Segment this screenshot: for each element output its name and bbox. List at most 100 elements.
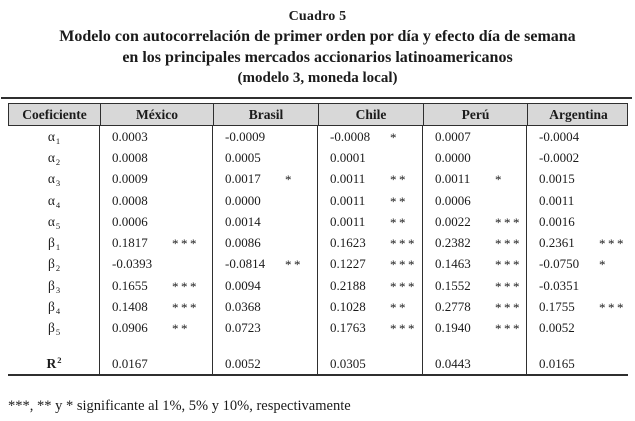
coefficient-value: -0.0008 — [330, 128, 371, 144]
table-row: β 3 0.1655 *** 0.0094 0.2188 *** 0.1552 *** -0.03… — [8, 275, 628, 297]
coefficient-value: 0.0443 — [435, 355, 471, 371]
coefficient-value: 0.0052 — [225, 355, 261, 371]
significance-stars: *** — [172, 236, 199, 252]
table-title-block: Cuadro 5 Modelo con autocorrelación de p… — [0, 7, 635, 89]
value-cell: -0.0002 — [527, 147, 628, 168]
coefficient-value: 0.0011 — [435, 171, 471, 187]
coefficient-value: 0.0022 — [435, 213, 471, 229]
value-cell: 0.0011 * — [423, 168, 527, 190]
coefficient-value: 0.1552 — [435, 277, 471, 293]
value-cell: 0.0006 — [100, 211, 213, 233]
greek-symbol: α — [47, 149, 55, 165]
r-squared-row: R 2 0.0167 0.0052 0.0305 0.0443 0.0165 — [8, 353, 628, 374]
value-cell: 0.1817 *** — [100, 232, 213, 254]
coefficient-value: -0.0750 — [539, 256, 580, 272]
value-cell: 0.1552 *** — [423, 275, 527, 297]
spacer-cell — [100, 338, 213, 354]
title-line-3: (modelo 3, moneda local) — [237, 70, 398, 86]
significance-stars: *** — [599, 236, 626, 252]
coefficient-value: 0.1623 — [330, 235, 366, 251]
value-cell: 0.0086 — [213, 232, 318, 254]
value-cell: 0.0011 — [527, 190, 628, 211]
value-cell: 0.0723 — [213, 317, 318, 339]
coefficient-value: 0.1408 — [112, 299, 148, 315]
value-cell: 0.2188 *** — [318, 275, 423, 297]
value-cell: 0.0443 — [423, 353, 527, 374]
value-cell: 0.1028 ** — [318, 296, 423, 318]
coefficient-subscript: 2 — [55, 156, 61, 167]
value-cell: 0.0007 — [423, 126, 527, 148]
value-cell: 0.1227 *** — [318, 253, 423, 276]
significance-stars: ** — [285, 257, 303, 273]
value-cell: 0.0016 — [527, 211, 628, 232]
table-row: β 2 -0.0393 -0.0814 ** 0.1227 *** 0.1463 *** -0.0… — [8, 253, 628, 276]
significance-stars: ** — [390, 214, 408, 230]
title-line-2: en los principales mercados accionarios … — [122, 49, 513, 66]
value-cell: 0.0008 — [100, 147, 213, 169]
coefficient-value: 0.1655 — [112, 277, 148, 293]
greek-symbol: α — [47, 128, 55, 144]
coefficient-value: 0.0094 — [225, 277, 261, 293]
value-cell: 0.1408 *** — [100, 296, 213, 318]
coefficient-value: 0.0001 — [330, 149, 366, 165]
coefficient-subscript: 1 — [55, 242, 61, 253]
coefficient-value: 0.2361 — [539, 235, 575, 251]
top-rule — [1, 97, 632, 99]
value-cell: 0.0022 *** — [423, 211, 527, 233]
value-cell: 0.2382 *** — [423, 232, 527, 254]
coefficient-value: 0.1817 — [112, 235, 148, 251]
significance-stars: *** — [495, 236, 522, 252]
coefficient-subscript: 5 — [55, 220, 61, 231]
table-row: β 4 0.1408 *** 0.0368 0.1028 ** 0.2778 *** 0.1755… — [8, 296, 628, 318]
significance-stars: ** — [390, 300, 408, 316]
header-peru: Perú — [424, 104, 528, 125]
coefficient-value: 0.0011 — [539, 192, 575, 208]
coefficient-value: 0.0009 — [112, 171, 148, 187]
significance-stars: *** — [172, 300, 199, 316]
spacer-cell — [423, 338, 527, 354]
title-line-1: Modelo con autocorrelación de primer ord… — [59, 28, 576, 45]
coefficient-value: 0.0008 — [112, 149, 148, 165]
significance-stars: *** — [495, 214, 522, 230]
greek-symbol: β — [47, 277, 55, 293]
r-squared-exponent: 2 — [57, 354, 62, 365]
coefficient-value: 0.1755 — [539, 299, 575, 315]
value-cell: 0.0006 — [423, 189, 527, 212]
significance-stars: *** — [390, 278, 417, 294]
value-cell: 0.0011 ** — [318, 168, 423, 190]
coefficient-value: 0.0906 — [112, 320, 148, 336]
coefficient-value: 0.0011 — [330, 192, 366, 208]
significance-stars: ** — [390, 193, 408, 209]
value-cell: 0.1623 *** — [318, 232, 423, 254]
table-row: β 1 0.1817 *** 0.0086 0.1623 *** 0.2382 *** 0.236… — [8, 232, 628, 254]
coefficient-value: 0.1763 — [330, 320, 366, 336]
coefficient-subscript: 4 — [55, 306, 61, 317]
coefficient-value: -0.0393 — [112, 256, 153, 272]
header-brasil: Brasil — [214, 104, 319, 125]
coefficient-value: 0.0005 — [225, 149, 261, 165]
significance-stars: *** — [599, 300, 626, 316]
coefficient-value: 0.0000 — [225, 192, 261, 208]
coefficient-value: 0.0017 — [225, 171, 261, 187]
table-caption: Cuadro 5 — [288, 9, 347, 24]
spacer-cell — [213, 338, 318, 354]
greek-symbol: α — [47, 171, 55, 187]
value-cell: 0.0052 — [527, 318, 628, 339]
coefficient-value: 0.0368 — [225, 299, 261, 315]
coefficient-value: 0.0014 — [225, 213, 261, 229]
coefficient-value: 0.2188 — [330, 277, 366, 293]
value-cell: 0.0011 ** — [318, 189, 423, 212]
value-cell: 0.0052 — [213, 353, 318, 374]
coefficient-value: 0.0000 — [435, 149, 471, 165]
coefficient-value: 0.0052 — [539, 320, 575, 336]
coefficient-value: -0.0009 — [225, 128, 266, 144]
greek-symbol: β — [47, 235, 55, 251]
value-cell: -0.0008 * — [318, 126, 423, 148]
significance-stars: *** — [495, 321, 522, 337]
significance-stars: ** — [390, 172, 408, 188]
